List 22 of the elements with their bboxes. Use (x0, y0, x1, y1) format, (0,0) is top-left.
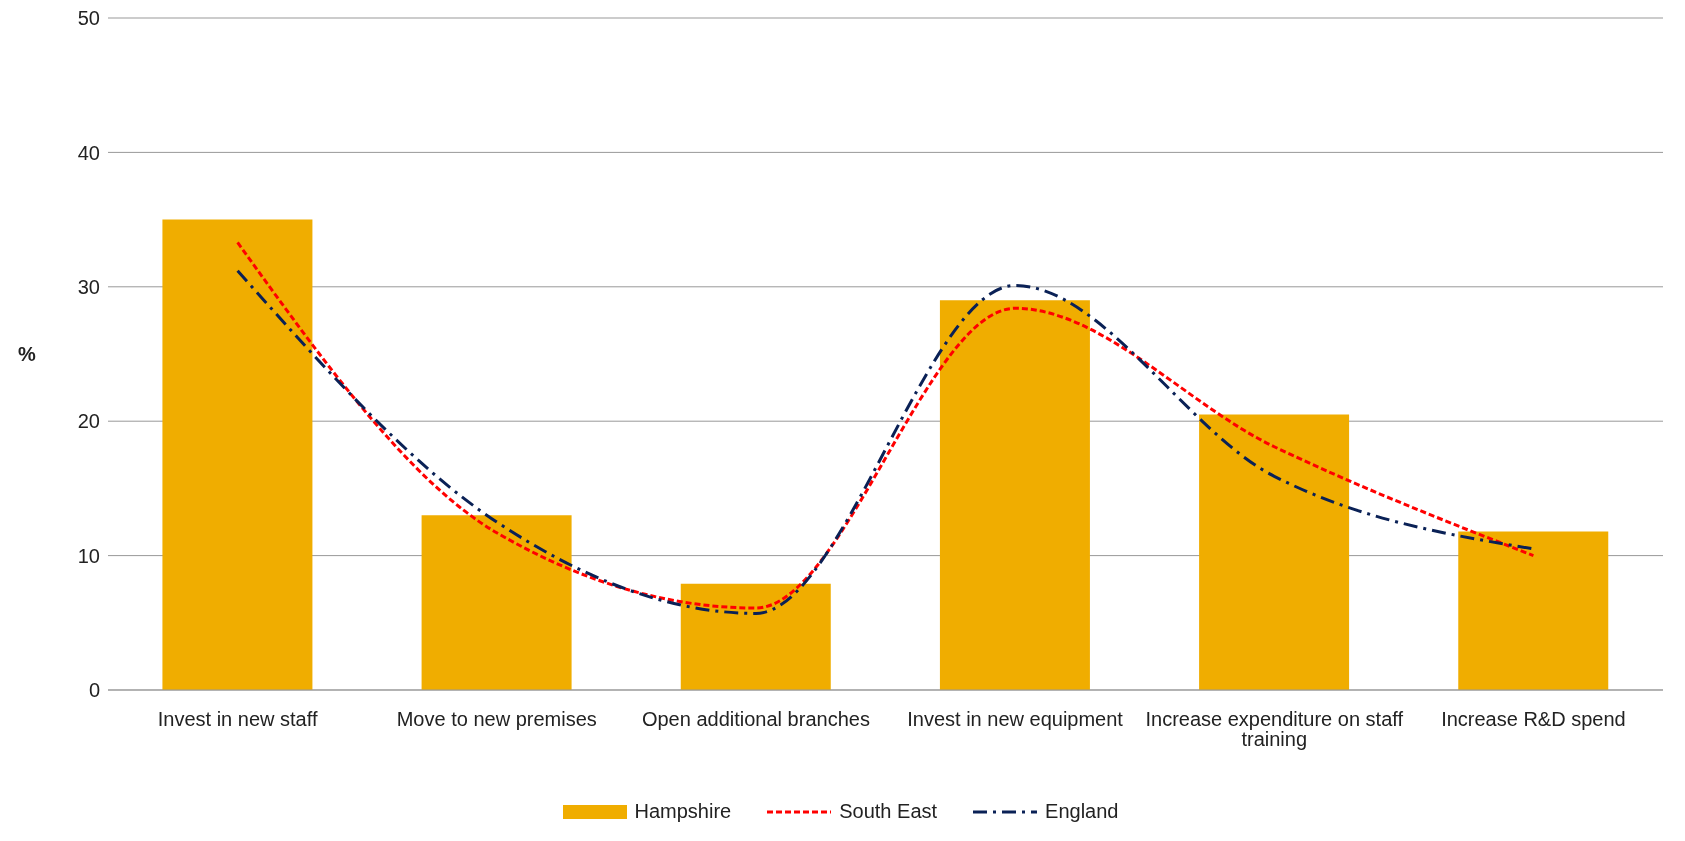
bar (680, 583, 831, 690)
bar (1458, 531, 1609, 690)
y-tick-label: 50 (77, 7, 100, 30)
x-tick-label: Increase R&D spend (1441, 708, 1626, 731)
y-tick-label: 20 (77, 410, 100, 433)
legend-label: England (1045, 800, 1119, 823)
legend-label: South East (839, 800, 938, 823)
x-tick-label: Move to new premises (396, 708, 597, 731)
x-tick-label: Increase expenditure on staff training (1145, 708, 1404, 751)
x-tick-label: Invest in new equipment (907, 708, 1124, 731)
legend-label: Hampshire (634, 800, 732, 823)
y-tick-label: 10 (77, 544, 100, 567)
y-tick-label: 0 (88, 679, 100, 702)
y-axis-title: % (18, 343, 36, 366)
bar (421, 515, 572, 690)
bar (1199, 414, 1350, 690)
y-tick-label: 30 (77, 275, 100, 298)
bar (939, 300, 1090, 690)
bar (162, 219, 313, 690)
x-tick-label: Invest in new staff (157, 708, 318, 731)
y-tick-label: 40 (77, 141, 100, 164)
x-tick-label: Open additional branches (641, 708, 870, 731)
